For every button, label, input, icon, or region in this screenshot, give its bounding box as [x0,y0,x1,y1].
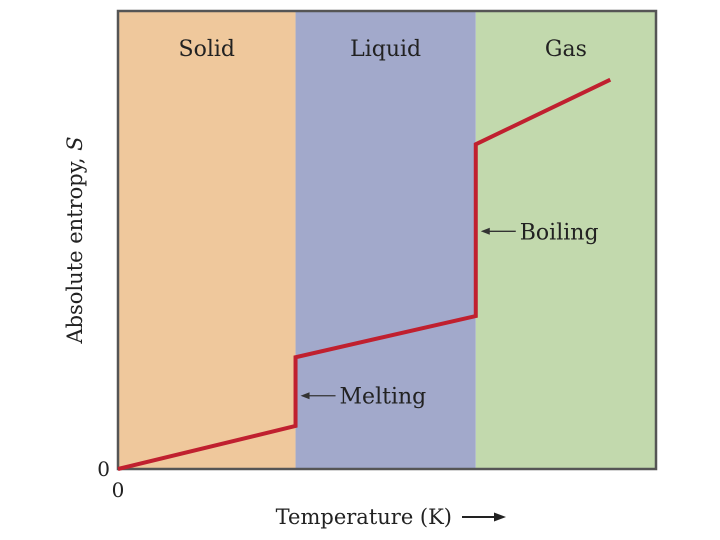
annotation-melting-arrow-icon [300,392,310,400]
annotation-boiling-label: Boiling [520,220,599,245]
region-liquid [295,11,476,469]
annotation-melting-label: Melting [340,385,427,410]
y-axis-label-symbol: S [63,136,87,150]
annotations: Melting Boiling [300,220,599,410]
x-axis-label: Temperature (K) [276,505,452,529]
plot-frame [116,9,658,471]
y-axis-label: Absolute entropy, S [63,136,87,344]
region-label-liquid: Liquid [350,37,421,62]
region-label-solid: Solid [179,37,235,62]
y-origin-tick-label: 0 [97,457,110,481]
region-label-gas: Gas [545,37,587,62]
region-gas [475,11,656,469]
y-axis-label-text: Absolute entropy, [63,151,87,345]
x-origin-tick-label: 0 [112,478,125,502]
phase-labels: Solid Liquid Gas [179,37,587,62]
entropy-curve [117,77,612,471]
phase-regions [118,11,656,469]
annotation-boiling-arrow-icon [480,227,490,235]
region-solid [118,11,296,469]
x-axis-arrow-icon [462,512,506,522]
